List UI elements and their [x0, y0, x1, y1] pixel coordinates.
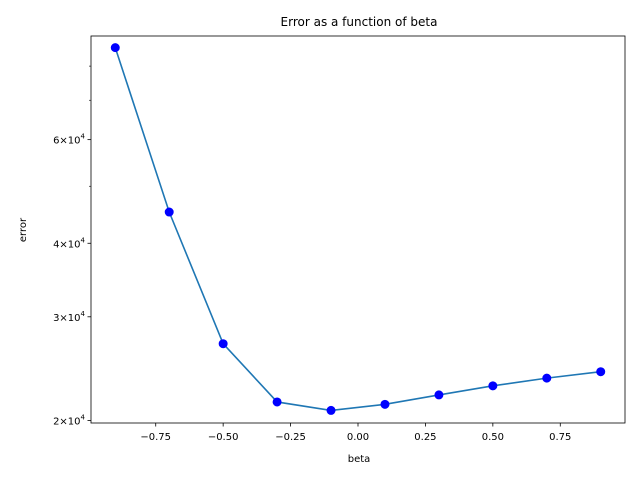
plot-area: −0.75 −0.50 −0.25 0.00 0.25 0.50 0.75 2×104 3×10… — [53, 35, 626, 443]
data-point — [326, 405, 336, 415]
y-tick-label: 3×104 — [53, 310, 85, 324]
x-tick-label: 0.50 — [482, 432, 504, 443]
data-point — [596, 367, 606, 377]
x-tick-label: −0.50 — [208, 432, 239, 443]
chart-title: Error as a function of beta — [281, 15, 438, 29]
series-line — [114, 47, 601, 412]
data-point — [380, 399, 390, 409]
x-tick-label: 0.75 — [549, 432, 571, 443]
data-point — [272, 397, 282, 407]
x-tick-label: 0.00 — [347, 432, 369, 443]
data-point — [488, 381, 498, 391]
x-tick-label: −0.75 — [140, 432, 171, 443]
data-point — [434, 390, 444, 400]
data-point — [218, 339, 228, 349]
y-tick-label: 2×104 — [53, 413, 85, 427]
y-axis-label: error — [18, 217, 29, 242]
data-point — [542, 373, 552, 383]
data-point — [164, 207, 174, 217]
y-tick-label: 6×104 — [53, 133, 85, 147]
x-tick-label: 0.25 — [414, 432, 436, 443]
x-tick-label: −0.25 — [275, 432, 306, 443]
plot-frame — [90, 35, 626, 424]
data-point — [110, 43, 120, 53]
x-axis-label: beta — [348, 454, 371, 465]
y-tick-label: 4×104 — [53, 236, 85, 250]
